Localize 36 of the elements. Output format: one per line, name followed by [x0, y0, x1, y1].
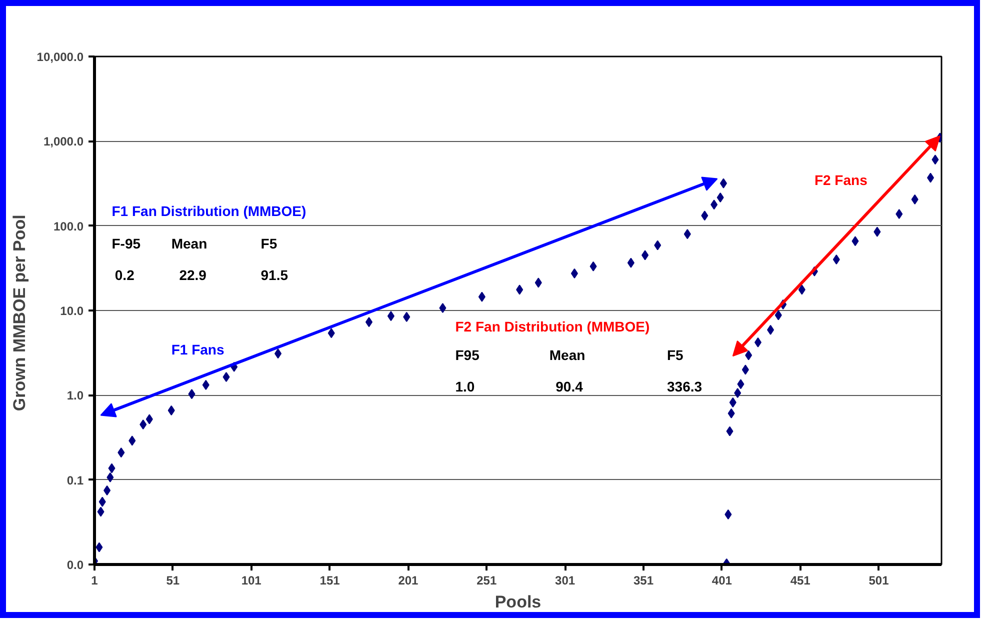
y-tick-label: 0.0	[66, 558, 84, 572]
y-tick-label: 100.0	[53, 219, 84, 234]
x-tick-label: 201	[398, 574, 419, 588]
y-tick-label: 0.1	[66, 473, 84, 488]
x-tick-label: 501	[868, 574, 890, 588]
annotation: F5	[667, 346, 684, 363]
x-axis-title: Pools	[494, 592, 542, 612]
x-tick-label: 1	[91, 574, 98, 588]
x-tick-label: 451	[790, 574, 811, 588]
annotation: 336.3	[667, 378, 702, 395]
annotation: F1 Fans	[171, 341, 224, 358]
y-tick-label: 10.0	[60, 304, 84, 318]
y-tick-label: 1.0	[66, 388, 84, 403]
annotation: 1.0	[455, 378, 475, 395]
x-tick-label: 301	[555, 574, 576, 588]
annotation: 90.4	[556, 378, 584, 395]
annotation: 91.5	[260, 266, 288, 283]
y-axis-title: Grown MMBOE per Pool	[10, 214, 29, 412]
annotation: F1 Fan Distribution (MMBOE)	[112, 203, 306, 220]
x-tick-label: 51	[166, 574, 180, 588]
x-tick-label: 351	[633, 574, 654, 588]
x-tick-label: 101	[241, 574, 262, 588]
x-tick-label: 251	[476, 574, 497, 588]
annotation: F95	[455, 346, 480, 363]
annotation: 0.2	[114, 266, 135, 283]
y-tick-label: 1,000.0	[43, 134, 84, 149]
annotation: 22.9	[179, 266, 207, 283]
annotation: F5	[260, 235, 278, 252]
x-tick-label: 401	[712, 574, 732, 588]
annotation: F2 Fan Distribution (MMBOE)	[455, 318, 650, 335]
y-tick-label: 10,000.0	[36, 50, 84, 64]
annotation: Mean	[549, 346, 586, 363]
annotation: F2 Fans	[814, 172, 868, 188]
annotation: Mean	[171, 235, 208, 252]
annotation: F-95	[112, 235, 141, 252]
x-tick-label: 151	[320, 574, 340, 588]
